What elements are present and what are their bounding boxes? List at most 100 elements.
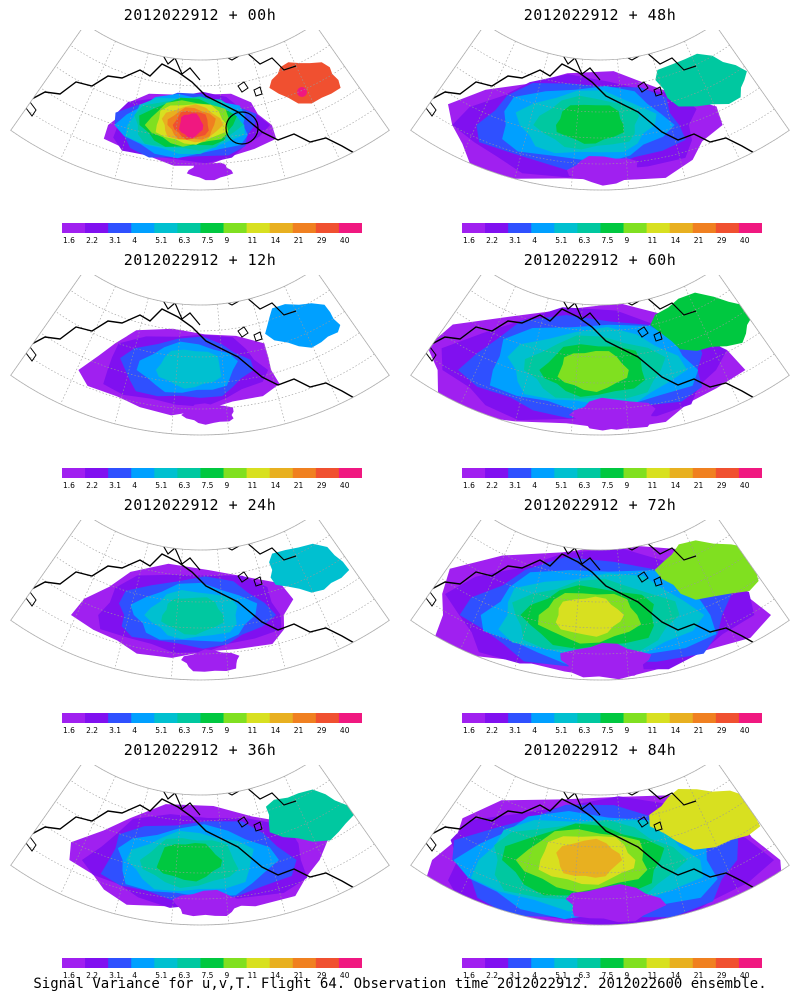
coastline <box>429 308 757 400</box>
longitude-line <box>284 286 340 405</box>
colorbar: 1.6 2.2 3.1 4 5.1 6.3 7.5 9 11 14 21 29 40 <box>62 713 362 735</box>
colorbar-swatch <box>200 223 225 233</box>
longitude-line <box>284 776 340 895</box>
latitude-line <box>70 779 330 822</box>
colorbar-tick-label: 4 <box>132 481 137 490</box>
colorbar-swatch <box>462 713 486 723</box>
colorbar-tick-label: 40 <box>340 971 350 980</box>
colorbar-tick-label: 29 <box>717 481 727 490</box>
colorbar-swatch <box>177 223 201 233</box>
latitude-line <box>470 534 730 577</box>
colorbar-swatch <box>131 958 155 968</box>
colorbar-swatch <box>692 223 717 233</box>
colorbar-swatch <box>223 958 248 968</box>
longitude-line <box>570 794 583 924</box>
colorbar-tick-label: 7.5 <box>601 236 613 245</box>
colorbar-tick-label: 6.3 <box>178 726 190 735</box>
latitude-line <box>94 765 306 796</box>
colorbar-swatch <box>85 468 109 478</box>
latitude-line <box>425 353 775 410</box>
latitude-line <box>25 598 375 655</box>
colorbar-tick-label: 2.2 <box>486 971 498 980</box>
longitude-line <box>284 531 340 650</box>
longitude-line <box>570 304 583 434</box>
colorbar-swatch <box>246 713 271 723</box>
variance-contour <box>178 113 204 139</box>
colorbar-tick-label: 2.2 <box>86 971 98 980</box>
colorbar-tick-label: 9 <box>625 236 630 245</box>
colorbar-swatch <box>246 468 271 478</box>
colorbar-tick-label: 9 <box>625 481 630 490</box>
figure-caption: Signal Variance for u,v,T. Flight 64. Ob… <box>33 976 767 992</box>
colorbar-tick-label: 7.5 <box>201 971 213 980</box>
coastline <box>429 798 757 890</box>
longitude-line <box>60 531 116 650</box>
longitude-line <box>570 59 583 189</box>
colorbar: 1.6 2.2 3.1 4 5.1 6.3 7.5 9 11 14 21 29 40 <box>462 958 762 980</box>
colorbar-swatch <box>62 468 86 478</box>
longitude-line <box>617 304 630 434</box>
colorbar-tick-label: 3.1 <box>509 236 521 245</box>
longitude-line <box>651 298 686 424</box>
panel-title: 2012022912 + 48h <box>523 6 677 24</box>
latitude-line <box>440 822 760 874</box>
longitude-line <box>217 59 230 189</box>
longitude-line <box>617 549 630 679</box>
colorbar-tick-label: 21 <box>694 726 704 735</box>
colorbar-swatch <box>108 468 132 478</box>
longitude-line <box>114 298 149 424</box>
colorbar: 1.6 2.2 3.1 4 5.1 6.3 7.5 9 11 14 21 29 40 <box>462 713 762 735</box>
colorbar-swatch <box>508 713 532 723</box>
latitude-line <box>425 108 775 165</box>
colorbar-tick-label: 11 <box>648 481 658 490</box>
colorbar-tick-label: 5.1 <box>555 971 567 980</box>
colorbar-swatch <box>646 468 671 478</box>
longitude-line <box>217 549 230 679</box>
colorbar-swatch <box>292 958 317 968</box>
colorbar-swatch <box>62 713 86 723</box>
coastline <box>29 63 357 155</box>
colorbar-swatch <box>177 958 201 968</box>
colorbar-tick-label: 4 <box>532 726 537 735</box>
panel-title: 2012022912 + 24h <box>123 496 277 514</box>
coastline <box>429 63 757 155</box>
coastline <box>29 308 357 400</box>
colorbar-swatch <box>223 223 248 233</box>
colorbar-swatch <box>738 958 762 968</box>
latitude-line <box>55 556 345 603</box>
colorbar-swatch <box>623 468 648 478</box>
map-domain-outline <box>410 765 790 926</box>
colorbar-swatch <box>131 223 155 233</box>
colorbar-tick-label: 7.5 <box>601 481 613 490</box>
colorbar-swatch <box>600 713 625 723</box>
forecast-map <box>10 520 390 681</box>
colorbar-tick-label: 6.3 <box>178 236 190 245</box>
colorbar-tick-label: 21 <box>294 971 304 980</box>
colorbar-swatch <box>338 468 362 478</box>
colorbar-tick-label: 4 <box>532 481 537 490</box>
latitude-line <box>70 44 330 87</box>
longitude-line <box>114 543 149 669</box>
colorbar-tick-label: 40 <box>340 236 350 245</box>
coastline <box>159 294 297 326</box>
variance-contour <box>265 789 354 842</box>
latitude-line <box>94 30 306 61</box>
colorbar-swatch <box>223 713 248 723</box>
coastline <box>429 553 757 645</box>
coastline <box>559 784 697 816</box>
variance-contour <box>161 597 224 635</box>
panel-title: 2012022912 + 12h <box>123 251 277 269</box>
longitude-line <box>651 543 686 669</box>
colorbar-swatch <box>292 468 317 478</box>
colorbar-tick-label: 6.3 <box>578 481 590 490</box>
panel-title: 2012022912 + 72h <box>523 496 677 514</box>
longitude-line <box>251 53 286 179</box>
colorbar-swatch <box>646 958 671 968</box>
colorbar-tick-label: 29 <box>317 971 327 980</box>
latitude-line <box>470 44 730 87</box>
panel-title: 2012022912 + 84h <box>523 741 677 759</box>
colorbar-tick-label: 6.3 <box>178 971 190 980</box>
colorbar-swatch <box>738 713 762 723</box>
colorbar-tick-label: 11 <box>648 236 658 245</box>
panel-36h: 2012022912 + 36h 1.6 2.2 3.1 4 5.1 6.3 7.5 9 11 1… <box>0 735 400 980</box>
